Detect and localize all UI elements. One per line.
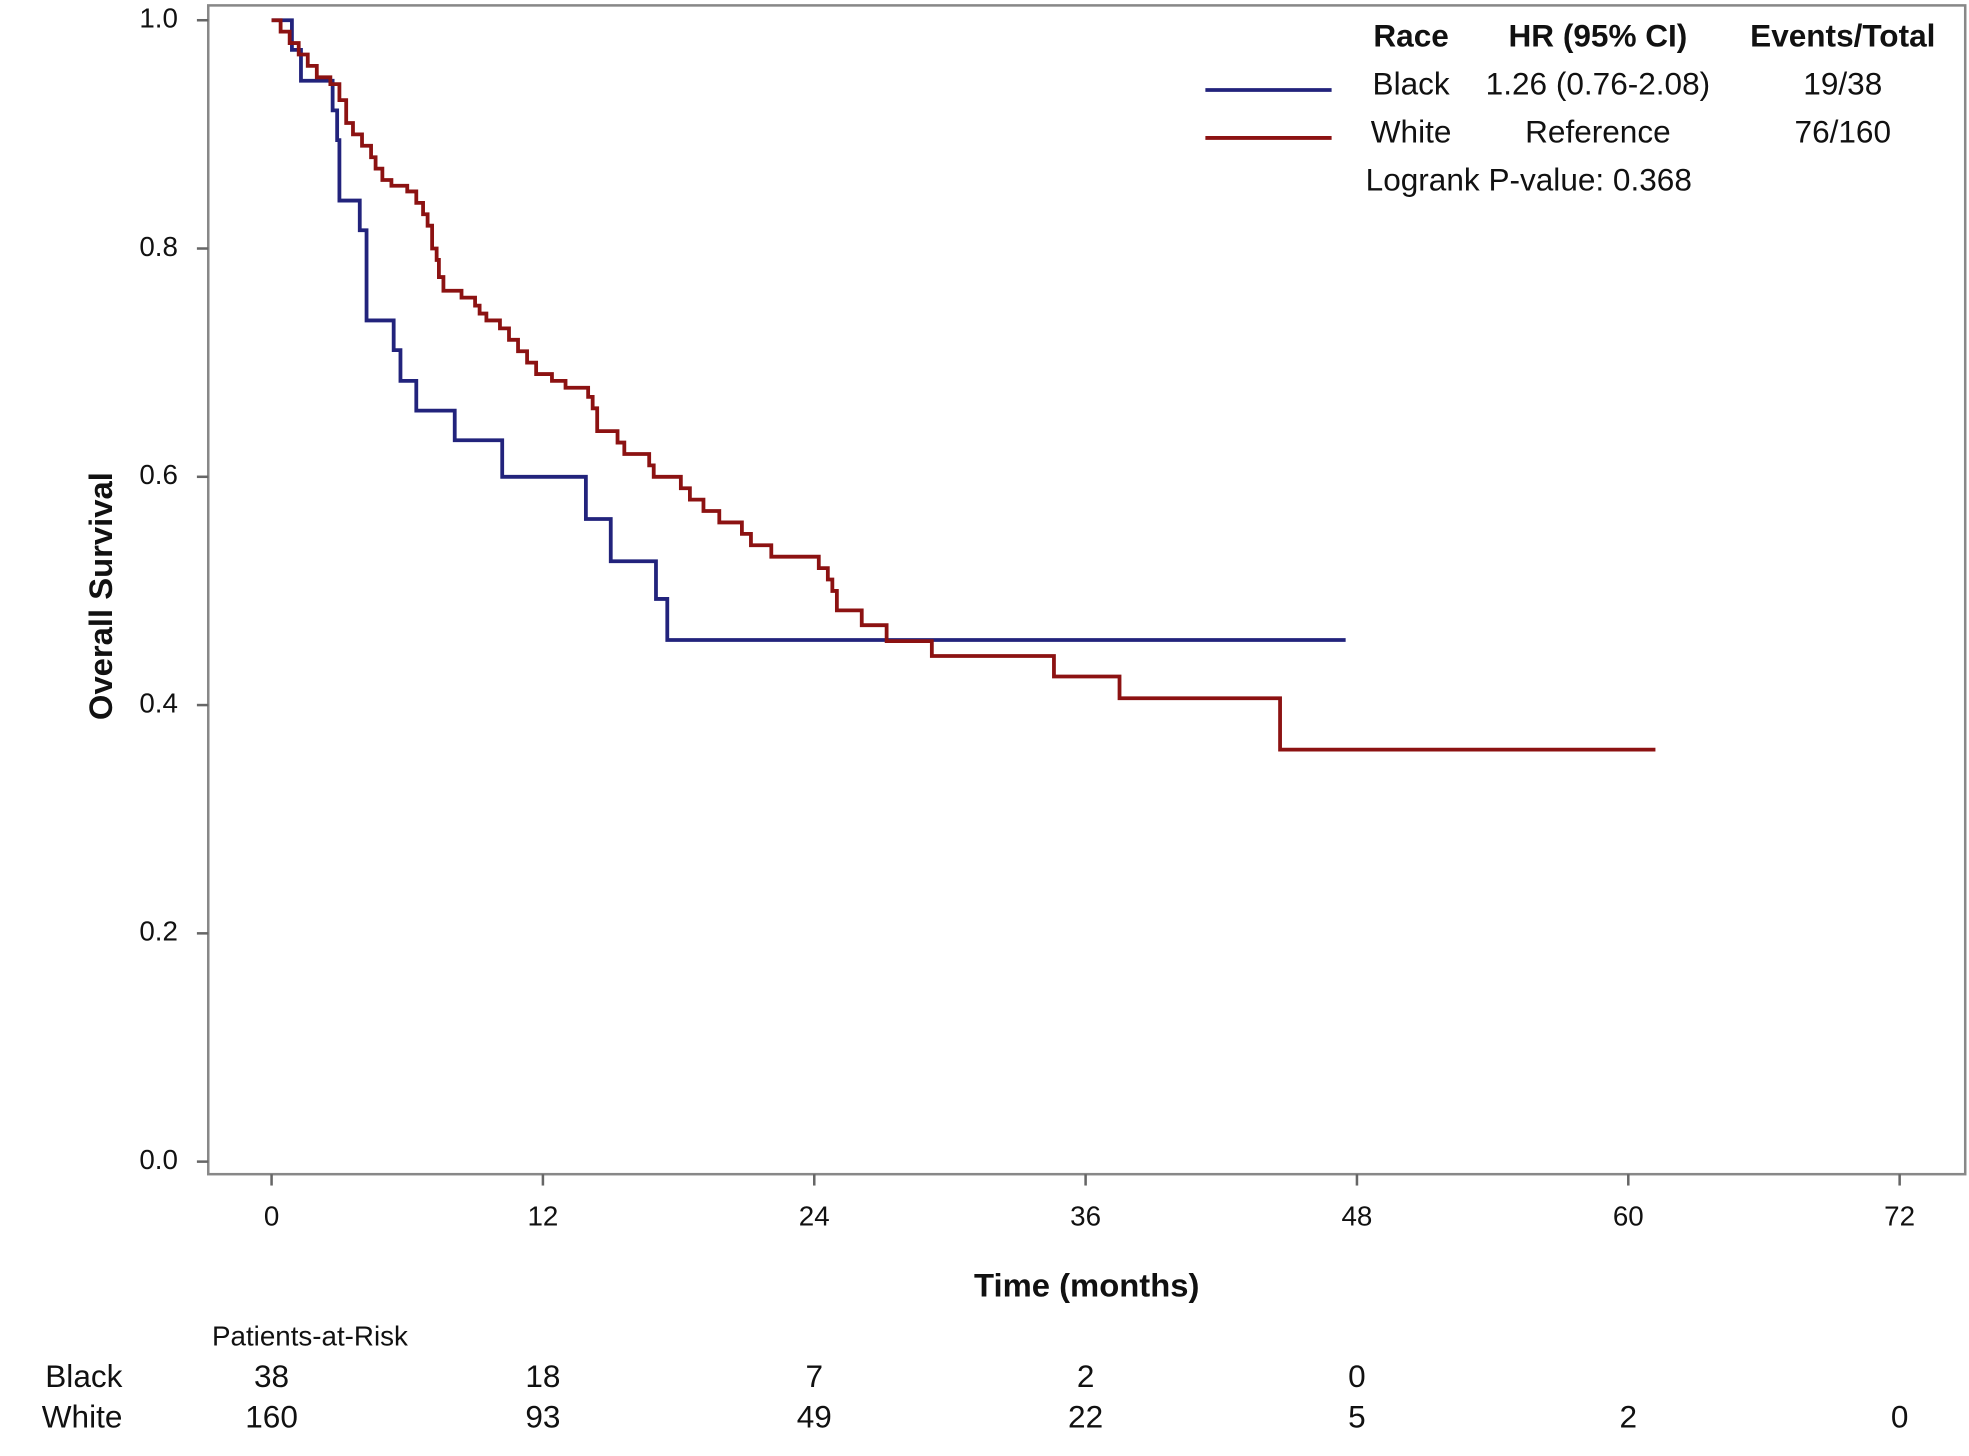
risk-count: 93 <box>525 1398 560 1434</box>
legend-events: 19/38 <box>1803 66 1882 102</box>
risk-count: 38 <box>254 1358 289 1394</box>
x-tick-label: 36 <box>1070 1201 1101 1232</box>
y-tick-label: 0.8 <box>139 231 178 262</box>
risk-row-label: Black <box>45 1358 122 1394</box>
risk-count: 2 <box>1620 1398 1638 1434</box>
logrank-note: Logrank P-value: 0.368 <box>1366 161 1692 197</box>
risk-count: 0 <box>1891 1398 1909 1434</box>
x-tick-label: 0 <box>264 1201 279 1232</box>
survival-curve <box>271 18 1656 752</box>
legend-header: Race <box>1373 18 1448 54</box>
x-tick-label: 72 <box>1884 1201 1915 1232</box>
legend-hr: Reference <box>1525 113 1671 149</box>
legend-events: 76/160 <box>1795 113 1892 149</box>
risk-count: 18 <box>525 1358 560 1394</box>
x-axis-label: Time (months) <box>974 1266 1199 1303</box>
legend-label: White <box>1371 113 1452 149</box>
risk-count: 7 <box>805 1358 823 1394</box>
y-tick-label: 0.4 <box>139 687 178 718</box>
legend-header: Events/Total <box>1750 18 1935 54</box>
x-tick-label: 12 <box>527 1201 558 1232</box>
plot-frame <box>206 4 1967 1176</box>
y-tick-label: 0.0 <box>139 1144 178 1175</box>
x-tick-label: 24 <box>799 1201 830 1232</box>
x-tick-label: 48 <box>1342 1201 1373 1232</box>
survival-curve <box>271 18 1346 642</box>
risk-count: 2 <box>1077 1358 1095 1394</box>
risk-count: 49 <box>797 1398 832 1434</box>
y-tick-label: 0.2 <box>139 916 178 947</box>
legend-hr: 1.26 (0.76-2.08) <box>1486 66 1710 102</box>
risk-title: Patients-at-Risk <box>212 1321 408 1352</box>
legend-label: Black <box>1373 66 1450 102</box>
x-tick-label: 60 <box>1613 1201 1644 1232</box>
risk-row-label: White <box>42 1398 123 1434</box>
legend-header: HR (95% CI) <box>1509 18 1688 54</box>
y-tick-label: 1.0 <box>139 3 178 34</box>
risk-count: 22 <box>1068 1398 1103 1434</box>
risk-count: 5 <box>1348 1398 1366 1434</box>
y-axis-label: Overall Survival <box>82 472 119 720</box>
y-tick-label: 0.6 <box>139 459 178 490</box>
risk-count: 0 <box>1348 1358 1366 1394</box>
risk-count: 160 <box>245 1398 298 1434</box>
